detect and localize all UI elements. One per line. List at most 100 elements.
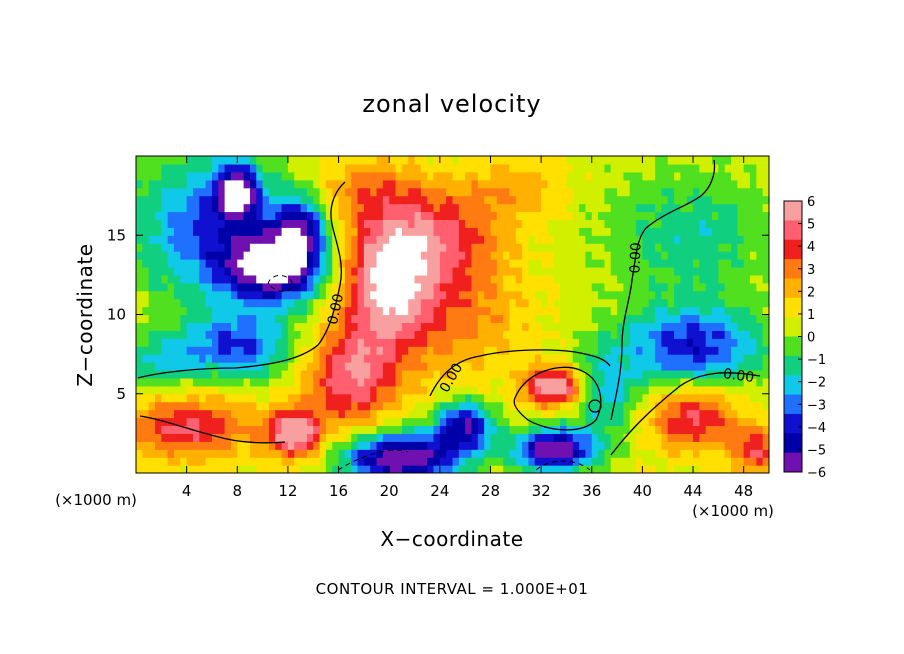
field-cell — [142, 385, 150, 395]
field-cell — [629, 179, 637, 189]
field-cell — [693, 290, 700, 300]
field-cell — [401, 290, 409, 300]
field-cell — [585, 219, 593, 228]
field-cell — [642, 163, 650, 173]
field-cell — [636, 425, 643, 434]
field-cell — [686, 338, 694, 347]
field-cell — [712, 465, 719, 473]
field-cell — [300, 195, 308, 205]
field-cell — [560, 259, 568, 268]
field-cell — [218, 338, 226, 347]
field-cell — [604, 266, 612, 276]
field-cell — [667, 203, 675, 213]
field-cell — [534, 179, 542, 189]
field-cell — [724, 266, 732, 276]
field-cell — [522, 243, 530, 252]
field-cell — [332, 338, 340, 347]
field-cell — [465, 179, 473, 189]
field-cell — [743, 179, 751, 189]
field-cell — [363, 433, 371, 442]
field-cell — [256, 259, 264, 268]
field-cell — [604, 235, 612, 244]
field-cell — [167, 465, 175, 473]
field-cell — [186, 346, 194, 355]
field-cell — [680, 179, 688, 189]
field-cell — [414, 441, 422, 450]
field-cell — [136, 322, 143, 331]
field-cell — [344, 274, 352, 284]
field-cell — [648, 227, 656, 236]
field-cell — [452, 219, 460, 228]
field-cell — [173, 290, 181, 300]
zero-contour-bottom — [139, 415, 286, 444]
field-cell — [756, 219, 764, 228]
field-cell — [604, 298, 612, 308]
field-cell — [148, 330, 156, 339]
field-cell — [591, 251, 599, 260]
field-cell — [433, 290, 441, 300]
field-cell — [566, 346, 574, 355]
field-cell — [591, 330, 599, 339]
field-cell — [503, 322, 511, 331]
field-cell — [294, 282, 302, 292]
field-cell — [211, 425, 219, 434]
field-cell — [205, 465, 213, 473]
field-cell — [230, 433, 238, 442]
field-cell — [287, 433, 295, 442]
field-cell — [509, 243, 517, 252]
field-cell — [205, 211, 213, 221]
field-cell — [154, 401, 162, 411]
field-cell — [338, 377, 346, 387]
field-cell — [655, 163, 662, 173]
field-cell — [503, 203, 511, 213]
field-cell — [648, 235, 656, 244]
field-cell — [218, 362, 226, 371]
field-cell — [186, 211, 194, 221]
field-cell — [376, 163, 384, 173]
field-cell — [401, 417, 409, 427]
field-cell — [560, 409, 568, 419]
field-cell — [522, 290, 530, 300]
field-cell — [199, 425, 207, 434]
field-cell — [560, 369, 568, 379]
field-cell — [490, 163, 498, 173]
field-cell — [351, 314, 359, 324]
field-cell — [300, 171, 308, 181]
field-cell — [306, 243, 314, 252]
field-cell — [693, 179, 700, 189]
field-cell — [357, 156, 365, 165]
field-cell — [199, 314, 207, 324]
field-cell — [458, 227, 466, 236]
field-cell — [737, 449, 745, 458]
field-cell — [338, 362, 346, 371]
field-cell — [300, 330, 308, 339]
field-cell — [313, 354, 321, 363]
field-cell — [642, 322, 650, 331]
field-cell — [547, 369, 555, 379]
field-cell — [724, 187, 732, 197]
field-cell — [547, 409, 555, 419]
field-cell — [522, 156, 530, 165]
field-cell — [167, 290, 175, 300]
field-cell — [275, 330, 283, 339]
field-cell — [275, 465, 283, 473]
field-cell — [471, 314, 479, 324]
field-cell — [319, 385, 327, 395]
field-cell — [344, 314, 352, 324]
field-cell — [547, 243, 555, 252]
field-cell — [674, 449, 681, 458]
field-cell — [351, 251, 359, 260]
field-cell — [680, 282, 688, 292]
field-cell — [382, 409, 390, 419]
field-cell — [560, 187, 568, 197]
field-cell — [572, 211, 580, 221]
field-cell — [534, 449, 542, 458]
field-cell — [724, 195, 732, 205]
field-cell — [642, 417, 650, 427]
field-cell — [218, 163, 226, 173]
field-cell — [553, 274, 561, 284]
field-cell — [338, 441, 346, 450]
field-cell — [509, 274, 517, 284]
field-cell — [256, 243, 264, 252]
field-cell — [439, 441, 447, 450]
